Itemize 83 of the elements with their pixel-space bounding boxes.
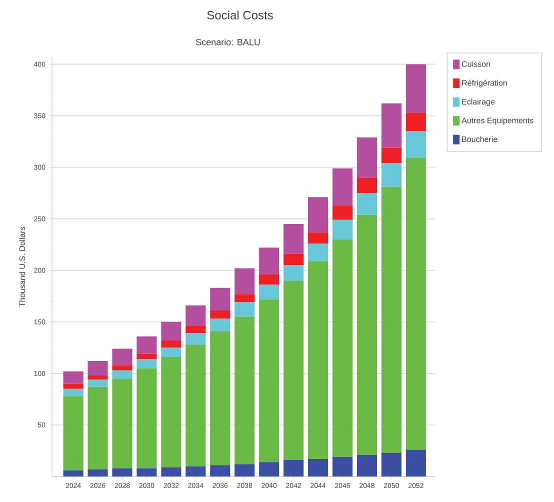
bar [210, 465, 230, 476]
bar [284, 280, 304, 460]
bar [210, 331, 230, 466]
bar [406, 112, 426, 132]
bar [136, 336, 157, 354]
bar [284, 254, 304, 266]
bar [332, 456, 353, 476]
bar [308, 458, 328, 476]
bar [136, 354, 157, 359]
bar [259, 299, 280, 462]
bar [88, 469, 108, 476]
legend-label: Boucherie [462, 136, 498, 142]
bar [88, 380, 108, 387]
bar [234, 464, 255, 476]
bar [308, 232, 328, 244]
bar [356, 178, 378, 194]
bar [284, 224, 304, 254]
bar [161, 322, 182, 340]
bar [234, 294, 255, 302]
bar [210, 318, 230, 332]
bar [356, 454, 378, 476]
bar [112, 378, 132, 468]
bar [381, 163, 402, 187]
bar [259, 248, 280, 274]
bar [88, 375, 108, 380]
bar [210, 310, 230, 319]
legend-label: Réfrigération [462, 80, 507, 88]
bar [332, 239, 353, 457]
bar [136, 468, 157, 476]
bar [356, 193, 378, 215]
bar [63, 396, 84, 470]
bar [161, 356, 182, 468]
bar [308, 197, 328, 232]
bar [161, 340, 182, 348]
bar [259, 274, 280, 285]
bar [88, 386, 108, 470]
bar [63, 384, 84, 389]
bar [186, 333, 206, 345]
bar [259, 284, 280, 300]
bar [308, 261, 328, 459]
bar [112, 348, 132, 366]
bar [332, 220, 353, 240]
chart-subtitle: Scenario: BALU [196, 38, 260, 46]
bar [161, 348, 182, 357]
bar [259, 462, 280, 476]
bar [88, 361, 108, 376]
bar [112, 468, 132, 476]
bar [381, 148, 402, 164]
bar [186, 344, 206, 466]
chart-title: Social Costs [207, 10, 273, 20]
bar [210, 288, 230, 311]
bar [332, 205, 353, 220]
bar [332, 168, 353, 206]
bar [381, 103, 402, 148]
bar [112, 370, 132, 379]
bar [186, 326, 206, 334]
bar [234, 302, 255, 317]
bar [234, 316, 255, 464]
bar [406, 131, 426, 158]
bar [136, 358, 157, 368]
legend-label: Autres Equipements [462, 117, 534, 125]
bar [284, 460, 304, 476]
bar [112, 365, 132, 370]
bar [63, 470, 84, 476]
bar [381, 452, 402, 476]
bar [406, 64, 426, 113]
bar [186, 305, 206, 326]
bar [161, 467, 182, 476]
bar [356, 137, 378, 178]
bar [406, 158, 426, 450]
bar [356, 214, 378, 455]
legend-label: Cuisson [462, 60, 490, 67]
bar [186, 466, 206, 476]
bar [234, 268, 255, 294]
bar [136, 368, 157, 468]
bar [406, 450, 426, 476]
bar [63, 388, 84, 396]
legend-label: Eclairage [462, 98, 495, 106]
y-axis-title: Thousand U.S. Dollars [19, 226, 26, 307]
bar [63, 371, 84, 384]
bar [284, 265, 304, 281]
bar [381, 186, 402, 453]
bar [308, 244, 328, 262]
